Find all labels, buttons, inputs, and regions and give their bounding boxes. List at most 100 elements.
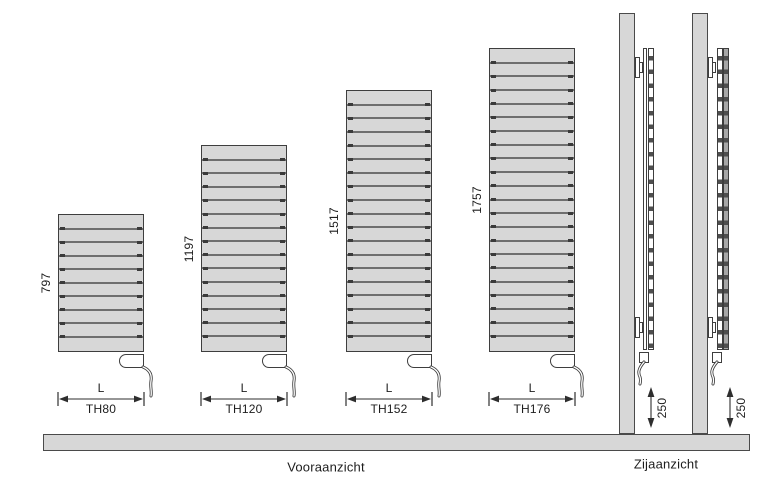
width-dimension-th152-arrow-right bbox=[422, 395, 431, 403]
height-dimension-th152: 1517 bbox=[327, 207, 341, 235]
slat-connector-tick bbox=[568, 115, 573, 119]
slat-connector-tick bbox=[568, 211, 573, 215]
slat-connector-tick bbox=[425, 184, 430, 188]
radiator-front-th152 bbox=[346, 90, 432, 352]
slat-connector-tick bbox=[60, 240, 65, 244]
slat-divider bbox=[347, 116, 431, 120]
slat-divider bbox=[202, 334, 286, 338]
slat-connector-tick bbox=[425, 307, 430, 311]
slat-divider bbox=[202, 307, 286, 311]
slat-divider bbox=[347, 225, 431, 229]
slat-connector-tick bbox=[348, 116, 353, 120]
power-cable-side-view-double-panel-core bbox=[711, 361, 718, 385]
floor-clearance-label-side-view-double-panel: 250 bbox=[734, 397, 748, 418]
model-label-th120: TH120 bbox=[225, 402, 263, 416]
slat-connector-tick bbox=[203, 239, 208, 243]
slat-connector-tick bbox=[491, 280, 496, 284]
slat-connector-tick bbox=[491, 184, 496, 188]
heating-element-side-view-single-panel bbox=[639, 352, 649, 363]
slat-connector-tick bbox=[60, 254, 65, 257]
slat-divider bbox=[490, 143, 574, 147]
slat-divider bbox=[59, 254, 143, 257]
radiator-profile-back-side-view-double-panel bbox=[717, 48, 723, 350]
width-dimension-th152-arrow-left bbox=[347, 395, 356, 403]
slat-connector-tick bbox=[348, 225, 353, 229]
slat-connector-tick bbox=[280, 185, 285, 189]
slat-connector-tick bbox=[280, 321, 285, 325]
slat-connector-tick bbox=[568, 225, 573, 229]
slat-connector-tick bbox=[568, 74, 573, 78]
slat-connector-tick bbox=[60, 267, 65, 271]
slat-connector-tick bbox=[348, 266, 353, 270]
slat-divider bbox=[347, 266, 431, 270]
slat-connector-tick bbox=[137, 227, 142, 230]
slat-connector-tick bbox=[568, 198, 573, 201]
slat-divider bbox=[490, 321, 574, 325]
width-dim-letter-th152: L bbox=[385, 381, 393, 395]
slat-connector-tick bbox=[491, 170, 496, 174]
slat-connector-tick bbox=[568, 184, 573, 188]
slat-connector-tick bbox=[280, 334, 285, 338]
slat-divider bbox=[490, 293, 574, 297]
slat-connector-tick bbox=[568, 129, 573, 133]
slat-connector-tick bbox=[425, 144, 430, 148]
slat-connector-tick bbox=[348, 307, 353, 311]
slat-connector-tick bbox=[568, 156, 573, 160]
slat-divider bbox=[490, 170, 574, 174]
slat-connector-tick bbox=[491, 129, 496, 133]
slat-connector-tick bbox=[203, 212, 208, 216]
power-cable-side-view-single-panel-core bbox=[638, 361, 645, 385]
slat-connector-tick bbox=[491, 321, 496, 325]
slat-connector-tick bbox=[348, 212, 353, 216]
width-dimension-th120-arrow-left bbox=[202, 395, 211, 403]
slat-connector-tick bbox=[491, 293, 496, 297]
slat-connector-tick bbox=[137, 294, 142, 298]
power-cable-th80-core bbox=[142, 366, 152, 397]
heating-element-side-view-double-panel bbox=[712, 352, 722, 363]
slat-connector-tick bbox=[491, 74, 496, 78]
slat-connector-tick bbox=[280, 280, 285, 284]
slat-connector-tick bbox=[425, 130, 430, 134]
slat-divider bbox=[490, 198, 574, 201]
radiator-profile-back-side-view-single-panel bbox=[643, 48, 647, 350]
slat-divider bbox=[490, 334, 574, 338]
slat-divider bbox=[347, 184, 431, 188]
slat-divider bbox=[59, 308, 143, 311]
slat-connector-tick bbox=[203, 321, 208, 325]
slat-connector-tick bbox=[568, 334, 573, 338]
slat-divider bbox=[202, 171, 286, 175]
slat-connector-tick bbox=[280, 198, 285, 202]
floor-clearance-dimension-side-view-double-panel-arrow-down bbox=[726, 418, 734, 428]
slat-connector-tick bbox=[425, 321, 430, 325]
slat-connector-tick bbox=[425, 212, 430, 216]
slat-divider bbox=[490, 211, 574, 215]
slat-divider bbox=[490, 88, 574, 92]
radiator-front-th80 bbox=[58, 214, 144, 352]
slat-connector-tick bbox=[491, 156, 496, 160]
slat-divider bbox=[347, 280, 431, 284]
slat-connector-tick bbox=[280, 266, 285, 270]
control-box-th80 bbox=[119, 354, 144, 368]
slat-connector-tick bbox=[568, 307, 573, 311]
power-cable-side-view-double-panel bbox=[710, 360, 719, 386]
height-dimension-th120: 1197 bbox=[182, 235, 196, 262]
slat-divider bbox=[347, 198, 431, 202]
power-cable-th176 bbox=[572, 365, 584, 398]
slat-divider bbox=[59, 267, 143, 271]
floor-clearance-dimension-side-view-single-panel-arrow-up bbox=[647, 387, 655, 397]
slat-connector-tick bbox=[203, 294, 208, 298]
power-cable-th80 bbox=[141, 365, 153, 398]
slat-connector-tick bbox=[348, 239, 353, 243]
width-dim-letter-th176: L bbox=[528, 381, 536, 395]
slat-connector-tick bbox=[425, 280, 430, 284]
slat-connector-tick bbox=[491, 225, 496, 229]
slat-divider bbox=[202, 198, 286, 202]
slat-divider bbox=[490, 129, 574, 133]
slat-connector-tick bbox=[491, 211, 496, 215]
slat-connector-tick bbox=[137, 335, 142, 338]
slat-connector-tick bbox=[491, 88, 496, 92]
slat-divider bbox=[490, 115, 574, 119]
slat-connector-tick bbox=[568, 239, 573, 243]
mounting-bracket-nub-side-view-single-panel bbox=[639, 62, 643, 73]
slat-connector-tick bbox=[348, 184, 353, 188]
